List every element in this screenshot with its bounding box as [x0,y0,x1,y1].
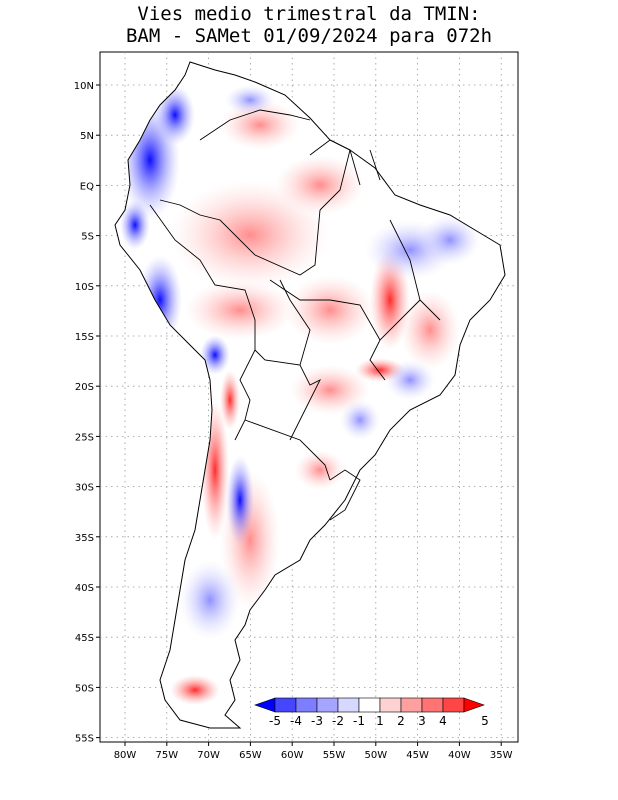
lat-label: 5N [80,131,94,142]
colorbar-swatch [358,697,381,713]
colorbar-swatch [379,697,402,713]
colorbar-label: 5 [481,714,489,728]
colorbar-swatch [316,697,339,713]
figure-title-line1: Vies medio trimestral da TMIN: [137,3,481,25]
lon-label: 70W [197,750,220,761]
lat-label: 40S [75,583,94,594]
colorbar-swatch [274,697,297,713]
colorbar-max-arrow [463,697,485,713]
colorbar-swatch [337,697,360,713]
lon-label: 65W [239,750,262,761]
lat-label: EQ [80,181,94,192]
colorbar: -5 -4 -3 -2 -1 1 2 3 4 5 [254,697,489,728]
colorbar-swatch [400,697,423,713]
lon-label: 40W [448,750,471,761]
lon-label: 60W [281,750,304,761]
coastline [114,61,506,729]
longitude-labels: 80W 75W 70W 65W 60W 55W 50W 45W 40W 35W [114,742,513,761]
lon-label: 80W [114,750,137,761]
colorbar-swatch [442,697,465,713]
lon-label: 50W [364,750,387,761]
lon-label: 75W [155,750,178,761]
colorbar-label: -1 [353,714,365,728]
colorbar-label: -3 [311,714,323,728]
lat-label: 20S [75,382,94,393]
bias-field [115,62,505,728]
lon-label: 45W [406,750,429,761]
country-borders [149,109,441,521]
lat-label: 50S [75,683,94,694]
lat-label: 55S [75,734,94,745]
lat-label: 5S [81,232,94,243]
lat-label: 35S [75,533,94,544]
lon-label: 35W [490,750,513,761]
lat-label: 10N [74,81,94,92]
colorbar-swatch [421,697,444,713]
lat-label: 10S [75,282,94,293]
colorbar-label: 3 [418,714,426,728]
lon-label: 55W [323,750,346,761]
colorbar-label: -2 [332,714,344,728]
colorbar-label: 1 [376,714,384,728]
colorbar-swatch [295,697,318,713]
figure-title-line2: BAM - SAMet 01/09/2024 para 072h [125,25,493,47]
latitude-labels: 10N 5N EQ 5S 10S 15S 20S 25S 30S 35S 40S 45S 50S 55S [74,81,100,745]
lat-label: 25S [75,432,94,443]
lat-label: 30S [75,483,94,494]
lat-label: 45S [75,633,94,644]
colorbar-label: -4 [290,714,302,728]
colorbar-label: 4 [439,714,447,728]
colorbar-label: 2 [397,714,405,728]
colorbar-label: -5 [269,714,281,728]
lat-label: 15S [75,332,94,343]
